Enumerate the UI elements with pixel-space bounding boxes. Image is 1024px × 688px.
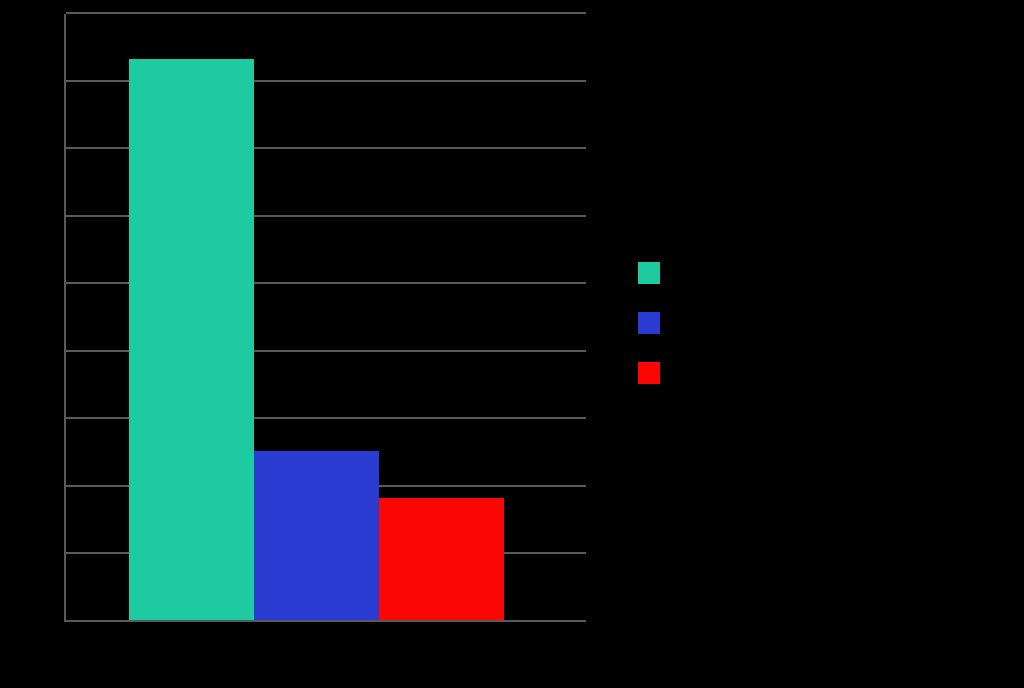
legend-item — [638, 362, 672, 384]
bar-series-2 — [254, 451, 379, 620]
legend-swatch — [638, 362, 660, 384]
bar-series-3 — [379, 498, 504, 620]
legend — [638, 262, 672, 412]
chart-root — [0, 0, 1024, 688]
legend-swatch — [638, 312, 660, 334]
legend-swatch — [638, 262, 660, 284]
legend-item — [638, 262, 672, 284]
plot-area — [64, 14, 586, 622]
gridline — [66, 12, 586, 14]
bar-series-1 — [129, 59, 254, 620]
legend-item — [638, 312, 672, 334]
